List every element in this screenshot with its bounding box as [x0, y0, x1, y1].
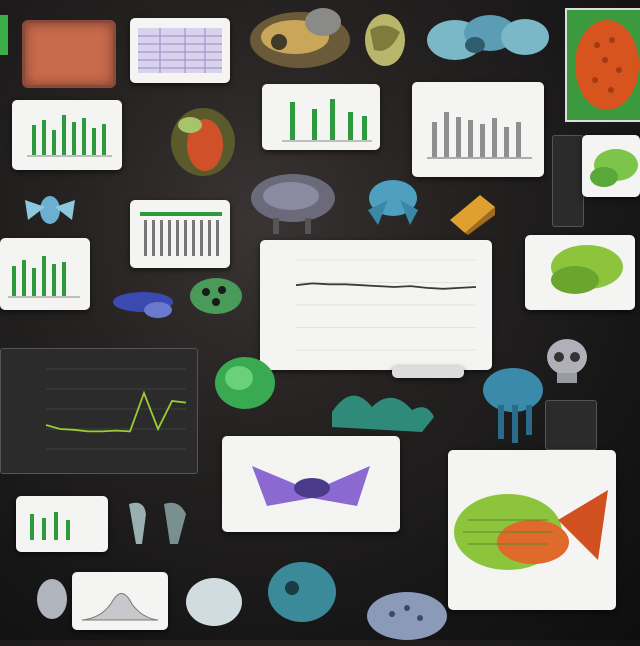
jellyfish-icon [483, 368, 543, 443]
histogram-thumbnail [81, 593, 159, 621]
green-leaf-specimen-icon [215, 357, 275, 409]
blue-coral-specimen-icon [427, 15, 549, 60]
leaf-specimen-icon [365, 14, 405, 66]
organism-specimen-icon [250, 8, 350, 68]
line-chart [45, 368, 187, 450]
fish-egg-specimen-icon [171, 108, 235, 176]
purple-specimen-diagram [252, 466, 370, 506]
shell-specimen-icon [37, 579, 67, 619]
orange-slide-card [22, 20, 116, 88]
leaf-specimen-icon [590, 149, 638, 187]
purple-table-card [130, 18, 230, 83]
red-specimen-card [565, 8, 640, 122]
table-thumbnail [138, 28, 222, 73]
yellow-box-specimen-icon [450, 195, 495, 235]
bar-chart-thumbnail [282, 99, 372, 142]
green-bar-chart-card-4 [16, 496, 108, 552]
blue-bug-specimen-icon [25, 196, 75, 224]
spotted-fish-specimen-icon [367, 592, 447, 640]
series-line [295, 282, 477, 290]
center-line-chart-card [260, 240, 492, 370]
blue-crab-specimen-icon [368, 180, 418, 225]
tooth-specimen-icon [129, 502, 186, 544]
striped-chart-card [130, 200, 230, 268]
purple-diagram-card [222, 436, 400, 532]
green-bar-chart-card-2 [262, 84, 380, 150]
green-lace-specimen-icon [190, 278, 242, 314]
histogram-card [72, 572, 168, 630]
line-chart [295, 259, 477, 351]
leaf-photo-card [525, 235, 635, 310]
leaf-specimen-icon [551, 245, 623, 294]
green-leaf-card [582, 135, 640, 197]
teal-coral-specimen-icon [332, 395, 434, 432]
blue-wasp-specimen-icon [113, 292, 173, 318]
bar-chart-thumbnail [8, 256, 80, 298]
green-bar-chart-card-1 [12, 100, 122, 170]
dark-slide-card-right [552, 135, 584, 227]
red-specimen-image [575, 20, 639, 110]
fish-icon [454, 490, 608, 570]
bar-chart-thumbnail [140, 212, 222, 256]
dark-slide-card-small [545, 400, 597, 450]
white-coral-specimen-icon [186, 578, 242, 626]
large-fish-illustration-card [448, 450, 616, 610]
gray-bar-chart-card [412, 82, 544, 177]
teal-skull-specimen-icon [268, 562, 336, 622]
skull-icon [547, 339, 587, 383]
bar-chart-thumbnail [27, 115, 112, 157]
bar-chart-thumbnail [427, 112, 532, 159]
green-edge-tile [0, 15, 8, 55]
dark-line-chart-card [0, 348, 198, 474]
center-chart-footer [392, 366, 464, 378]
beetle-specimen-icon [251, 174, 335, 234]
bar-chart-thumbnail [30, 512, 70, 540]
green-bar-chart-card-3 [0, 238, 90, 310]
series-line [45, 390, 187, 433]
